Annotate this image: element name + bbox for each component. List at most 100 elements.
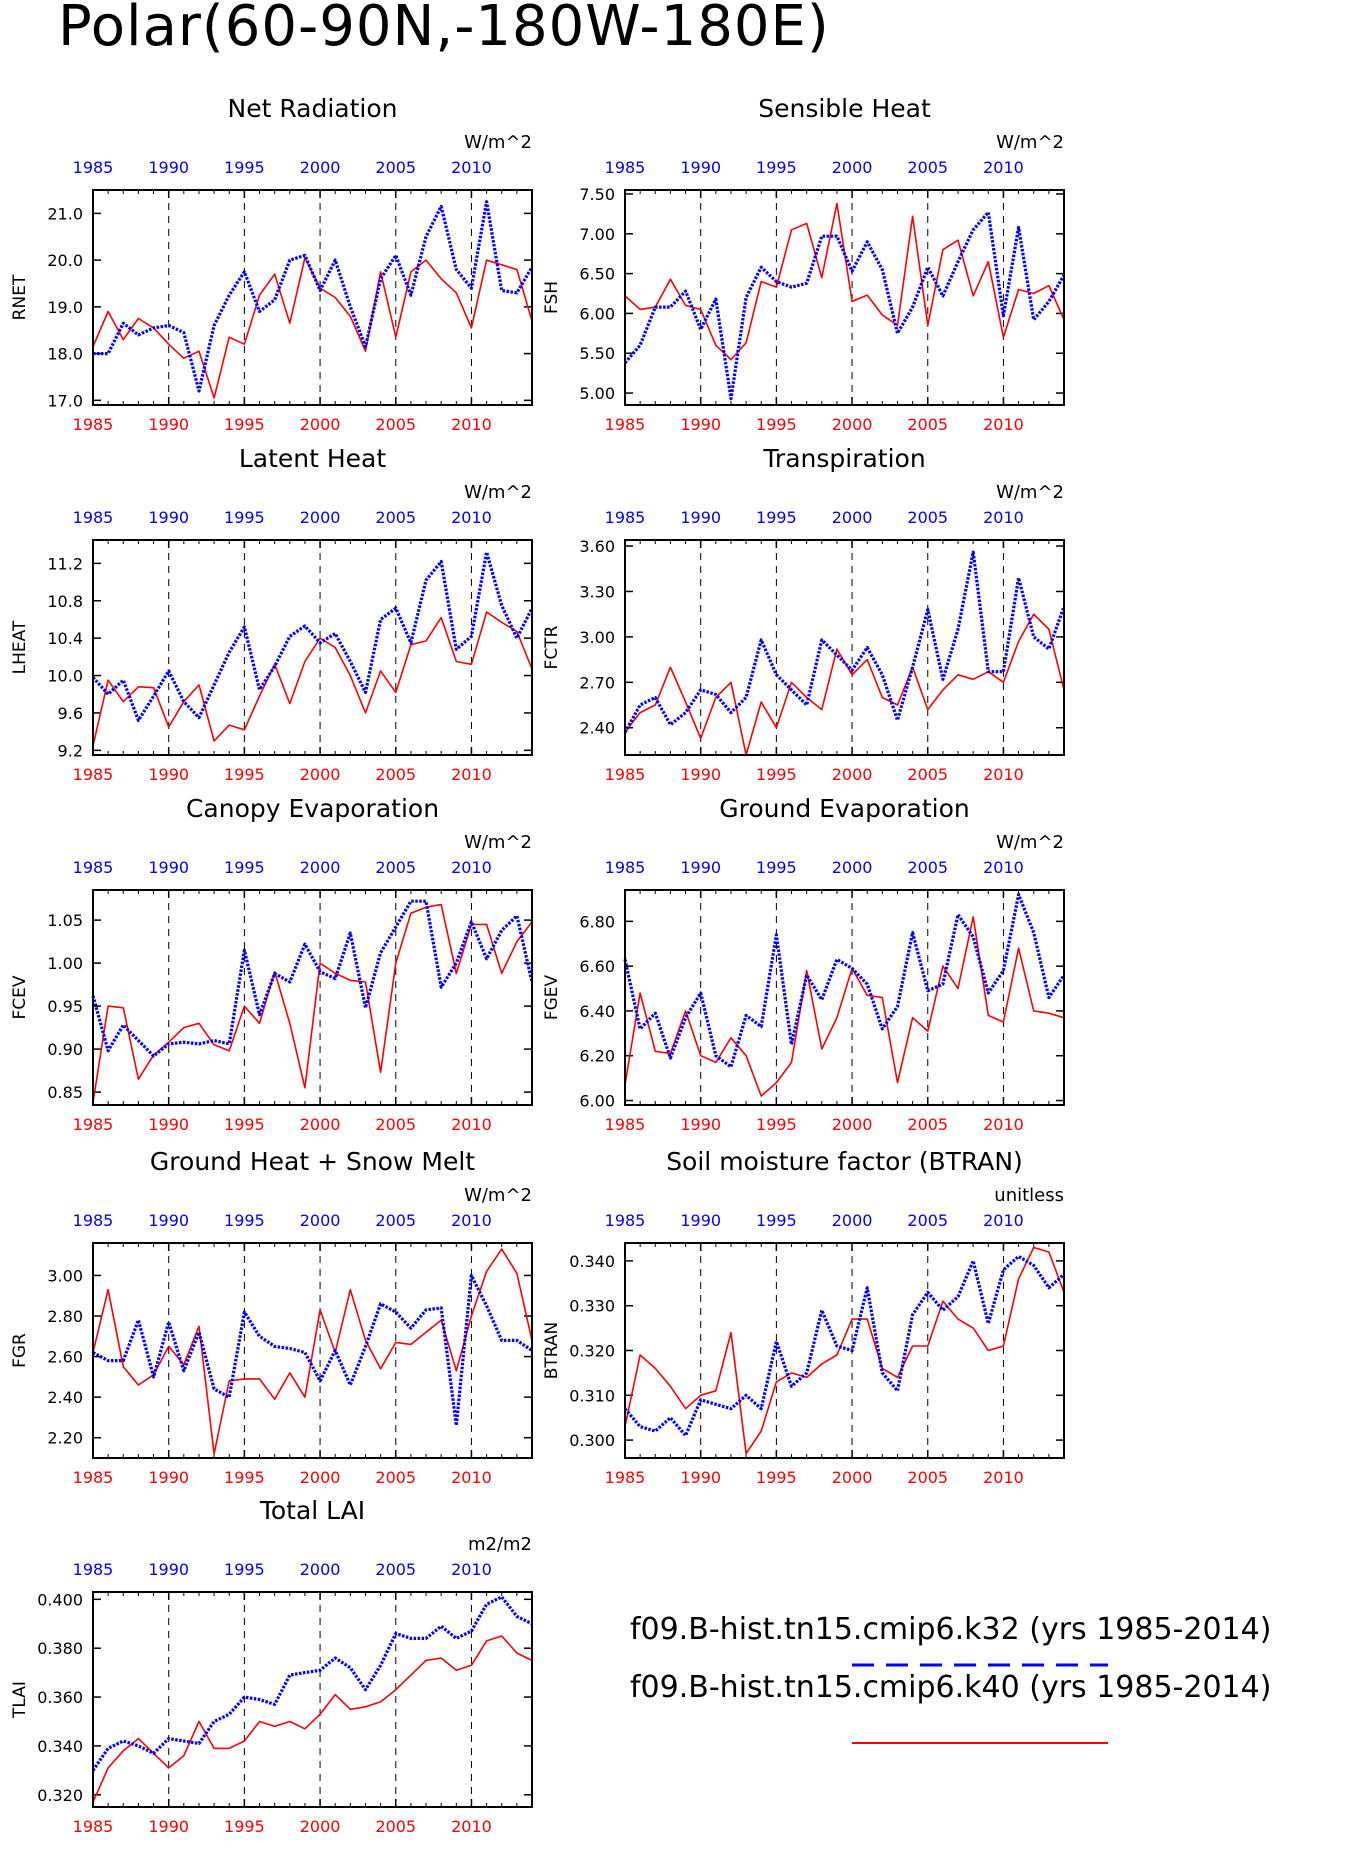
chart-units: m2/m2 [468,1534,532,1555]
x-tick-label-bottom: 1990 [680,415,721,434]
y-tick-label: 9.2 [58,741,83,760]
x-tick-label-top: 2010 [451,508,492,527]
y-tick-label: 10.4 [47,629,83,648]
chart-units: W/m^2 [464,132,532,153]
x-tick-label-top: 1990 [680,508,721,527]
x-tick-label-top: 1985 [73,1211,114,1230]
y-axis-label: FCEV [10,975,30,1019]
series-line-k32 [623,210,1066,401]
x-tick-label-bottom: 2000 [832,1468,873,1487]
x-tick-label-bottom: 2000 [832,765,873,784]
chart-units: W/m^2 [464,832,532,853]
series-line-k32 [91,899,534,1058]
x-tick-label-top: 2010 [983,508,1024,527]
x-tick-label-bottom: 1990 [148,415,189,434]
series-line-k32 [91,1595,533,1772]
x-tick-label-top: 1990 [148,158,189,177]
x-tick-label-top: 2000 [832,1211,873,1230]
series-line-k40 [92,611,533,746]
y-tick-label: 5.00 [579,384,615,403]
y-tick-label: 6.80 [579,912,615,931]
plot-frame [624,189,1065,406]
x-tick-label-bottom: 1990 [680,765,721,784]
x-tick-label-bottom: 1990 [148,1817,189,1836]
chart-units: W/m^2 [996,832,1064,853]
series-line-k32 [623,1254,1066,1438]
x-tick-label-top: 2000 [300,858,341,877]
series-line-k32 [91,550,534,723]
x-tick-label-top: 1990 [680,158,721,177]
x-tick-label-bottom: 2005 [375,415,416,434]
x-tick-label-top: 1995 [756,1211,797,1230]
x-tick-label-top: 2000 [300,1211,341,1230]
x-tick-label-bottom: 1995 [224,765,265,784]
x-tick-label-bottom: 2010 [983,415,1024,434]
x-tick-label-top: 2005 [375,508,416,527]
series-line-k32 [623,550,1066,734]
chart-title: Ground Heat + Snow Melt [150,1147,475,1176]
chart-panel-8 [91,1591,533,1808]
x-tick-label-bottom: 1995 [756,1468,797,1487]
x-tick-label-bottom: 1985 [605,415,646,434]
x-tick-label-bottom: 2000 [300,1468,341,1487]
y-axis-label: FGR [10,1333,30,1368]
x-tick-label-bottom: 1990 [680,1468,721,1487]
y-tick-label: 6.40 [579,1002,615,1021]
series-line-k40 [624,1246,1065,1455]
x-tick-label-bottom: 2010 [451,415,492,434]
chart-panel-7 [623,1242,1066,1459]
x-tick-label-top: 2010 [983,1211,1024,1230]
x-tick-label-top: 2005 [375,158,416,177]
y-axis-label: FGEV [542,974,562,1020]
x-tick-label-top: 2000 [832,158,873,177]
y-tick-label: 0.360 [37,1688,83,1707]
y-tick-label: 10.8 [47,592,83,611]
y-tick-label: 0.340 [569,1252,615,1271]
x-tick-label-bottom: 2000 [832,415,873,434]
y-axis-label: RNET [10,274,30,320]
chart-title: Transpiration [762,444,925,473]
x-tick-label-top: 2005 [907,508,948,527]
x-tick-label-top: 1985 [73,858,114,877]
x-tick-label-top: 2010 [451,858,492,877]
x-tick-label-bottom: 2010 [451,1817,492,1836]
plot-frame [92,189,533,406]
x-tick-label-top: 1990 [680,1211,721,1230]
x-tick-label-top: 1995 [756,508,797,527]
x-tick-label-bottom: 1985 [73,415,114,434]
x-tick-label-top: 1990 [148,858,189,877]
y-tick-label: 0.400 [37,1590,83,1609]
chart-title: Total LAI [259,1496,365,1525]
x-tick-label-top: 2000 [300,508,341,527]
y-tick-label: 19.0 [47,298,83,317]
x-tick-label-top: 2000 [300,1560,341,1579]
legend-entry-case2: f09.B-hist.tn15.cmip6.k40 (yrs 1985-2014… [630,1670,1272,1705]
x-tick-label-top: 1995 [224,1560,265,1579]
y-tick-label: 3.00 [579,628,615,647]
chart-panel-3 [623,539,1066,756]
x-tick-label-top: 2000 [832,508,873,527]
y-tick-label: 2.60 [47,1348,83,1367]
chart-title: Latent Heat [239,444,387,473]
y-tick-label: 1.00 [47,954,83,973]
chart-panel-0 [92,189,534,406]
x-tick-label-bottom: 1995 [224,415,265,434]
series-line-k32 [623,892,1066,1069]
x-tick-label-bottom: 1990 [680,1115,721,1134]
x-tick-label-bottom: 2000 [300,1115,341,1134]
x-tick-label-top: 2005 [907,858,948,877]
y-tick-label: 7.50 [579,185,615,204]
x-tick-label-bottom: 1985 [73,1115,114,1134]
x-tick-label-top: 1985 [605,858,646,877]
x-tick-label-bottom: 2005 [375,1817,416,1836]
x-tick-label-bottom: 2005 [375,1115,416,1134]
x-tick-label-bottom: 2005 [907,1115,948,1134]
series-line-k40 [92,1635,533,1803]
y-tick-label: 11.2 [47,554,83,573]
x-tick-label-bottom: 2010 [451,1115,492,1134]
y-tick-label: 6.50 [579,265,615,284]
x-tick-label-bottom: 2010 [983,1468,1024,1487]
chart-panel-6 [92,1242,533,1459]
x-tick-label-bottom: 1985 [605,1468,646,1487]
